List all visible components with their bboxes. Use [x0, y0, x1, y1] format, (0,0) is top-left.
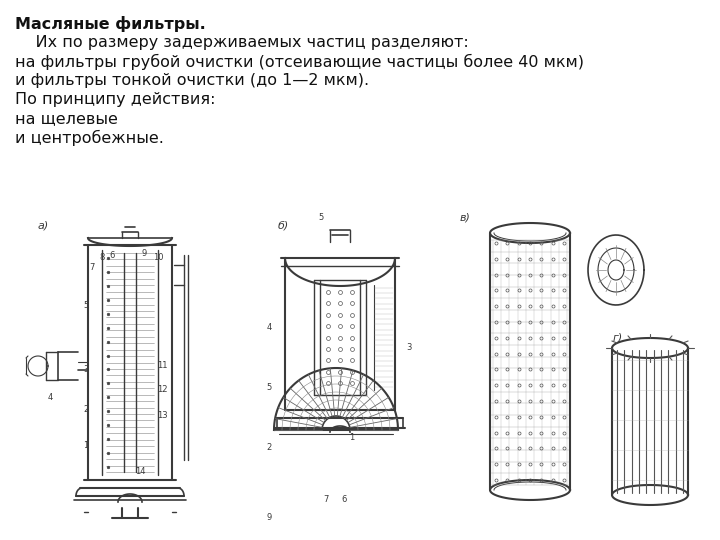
Text: 4: 4: [266, 323, 271, 332]
Text: 4: 4: [48, 394, 53, 402]
Text: 10: 10: [153, 253, 163, 261]
Text: на фильтры грубой очистки (отсеивающие частицы более 40 мкм): на фильтры грубой очистки (отсеивающие ч…: [15, 53, 584, 70]
Text: а): а): [38, 220, 49, 230]
Text: 9: 9: [141, 248, 147, 258]
Text: По принципу действия:: По принципу действия:: [15, 92, 215, 107]
Text: 12: 12: [157, 386, 167, 395]
Text: 3: 3: [84, 366, 89, 375]
Text: 8: 8: [99, 253, 104, 261]
Text: Их по размеру задерживаемых частиц разделяют:: Их по размеру задерживаемых частиц разде…: [15, 35, 469, 50]
Text: в): в): [460, 213, 471, 223]
Text: и центробежные.: и центробежные.: [15, 130, 164, 146]
Text: Масляные фильтры.: Масляные фильтры.: [15, 16, 206, 31]
Text: 11: 11: [157, 361, 167, 369]
Text: 14: 14: [135, 468, 145, 476]
Text: 1: 1: [84, 441, 89, 449]
Text: 2: 2: [84, 406, 89, 415]
Text: 9: 9: [266, 513, 271, 522]
Text: 5: 5: [266, 383, 271, 392]
Text: 7: 7: [323, 495, 329, 504]
Text: и фильтры тонкой очистки (до 1—2 мкм).: и фильтры тонкой очистки (до 1—2 мкм).: [15, 73, 369, 88]
Text: 13: 13: [157, 410, 167, 420]
Text: 5: 5: [84, 300, 89, 309]
Text: 5: 5: [318, 213, 323, 222]
Text: г): г): [613, 333, 624, 343]
Text: 7: 7: [89, 262, 95, 272]
Text: 1: 1: [349, 433, 355, 442]
Text: 3: 3: [406, 343, 412, 352]
Text: 6: 6: [341, 495, 347, 504]
Text: на щелевые: на щелевые: [15, 111, 118, 126]
Text: 6: 6: [109, 251, 114, 260]
Text: б): б): [278, 220, 289, 230]
Text: 2: 2: [266, 443, 271, 452]
